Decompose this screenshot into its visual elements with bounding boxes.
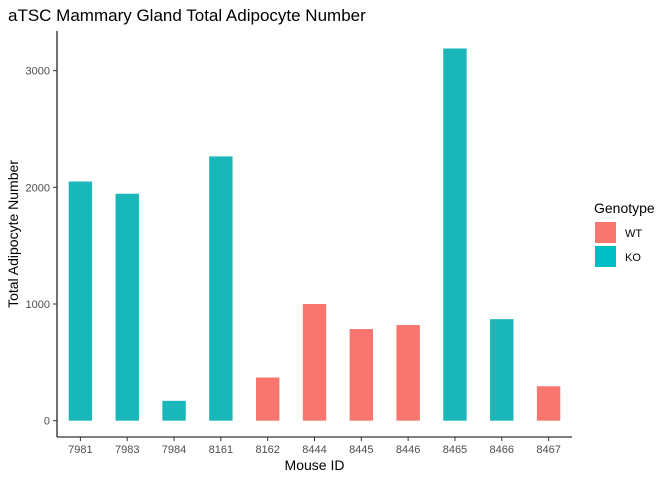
chart-title: aTSC Mammary Gland Total Adipocyte Numbe… — [8, 6, 366, 25]
x-tick-label-8446: 8446 — [396, 444, 420, 456]
bar-8465 — [443, 48, 467, 421]
x-tick-label-8161: 8161 — [209, 444, 233, 456]
x-tick-label-7983: 7983 — [115, 444, 139, 456]
legend-label-ko: KO — [625, 252, 641, 264]
x-tick-label-8467: 8467 — [536, 444, 560, 456]
x-tick-label-8444: 8444 — [302, 444, 326, 456]
bar-8445 — [349, 329, 374, 421]
x-tick-label-8466: 8466 — [490, 444, 514, 456]
x-tick-label-8445: 8445 — [349, 444, 373, 456]
legend-key-ko — [595, 246, 616, 267]
bar-7981 — [68, 181, 93, 421]
bar-8446 — [396, 325, 420, 421]
bar-8444 — [302, 304, 327, 421]
bar-8162 — [255, 377, 280, 421]
y-tick-label-0: 0 — [44, 416, 50, 428]
y-tick-label-1000: 1000 — [26, 299, 50, 311]
legend-title: Genotype — [594, 200, 655, 216]
x-tick-label-8465: 8465 — [443, 444, 467, 456]
x-axis-title: Mouse ID — [285, 457, 345, 473]
x-tick-label-8162: 8162 — [255, 444, 279, 456]
bar-8466 — [490, 319, 514, 421]
legend: Genotype WT KO — [594, 200, 655, 267]
y-tick-label-3000: 3000 — [26, 66, 50, 78]
y-axis-title: Total Adipocyte Number — [5, 160, 21, 308]
bar-8161 — [209, 156, 233, 421]
x-tick-label-7984: 7984 — [162, 444, 186, 456]
legend-key-wt — [595, 222, 616, 243]
plot-area: 0 1000 2000 3000 7981 7983 7984 8161 8162 8444 844… — [26, 31, 572, 456]
bar-7984 — [162, 400, 186, 421]
x-tick-label-7981: 7981 — [68, 444, 92, 456]
bar-7983 — [115, 193, 139, 421]
y-tick-label-2000: 2000 — [26, 182, 50, 194]
bar-8467 — [536, 386, 561, 421]
legend-label-wt: WT — [625, 228, 642, 240]
